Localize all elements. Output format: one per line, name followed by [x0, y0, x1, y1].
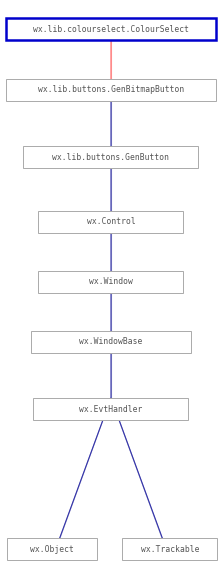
FancyBboxPatch shape — [24, 146, 198, 168]
Text: wx.Trackable: wx.Trackable — [141, 545, 199, 553]
FancyBboxPatch shape — [38, 211, 184, 233]
Text: wx.lib.buttons.GenButton: wx.lib.buttons.GenButton — [52, 152, 170, 162]
Text: wx.WindowBase: wx.WindowBase — [79, 338, 143, 347]
FancyBboxPatch shape — [31, 331, 191, 353]
FancyBboxPatch shape — [7, 538, 97, 560]
FancyBboxPatch shape — [34, 398, 188, 420]
Text: wx.EvtHandler: wx.EvtHandler — [79, 404, 143, 414]
Text: wx.Object: wx.Object — [30, 545, 74, 553]
FancyBboxPatch shape — [6, 79, 216, 101]
Text: wx.Control: wx.Control — [87, 218, 135, 227]
Text: wx.lib.colourselect.ColourSelect: wx.lib.colourselect.ColourSelect — [33, 24, 189, 33]
FancyBboxPatch shape — [6, 18, 216, 40]
FancyBboxPatch shape — [123, 538, 218, 560]
FancyBboxPatch shape — [38, 271, 184, 293]
Text: wx.lib.buttons.GenBitmapButton: wx.lib.buttons.GenBitmapButton — [38, 85, 184, 95]
Text: wx.Window: wx.Window — [89, 278, 133, 287]
